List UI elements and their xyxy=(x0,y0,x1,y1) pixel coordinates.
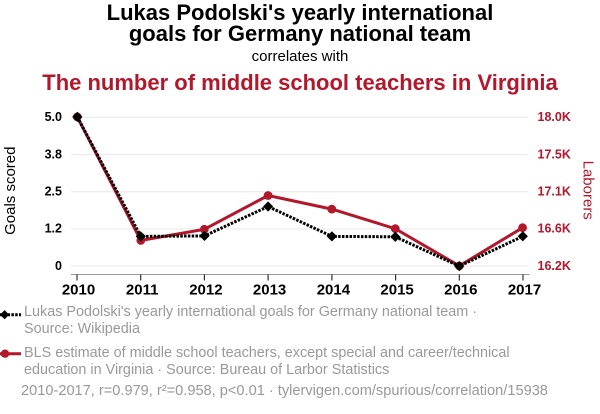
svg-text:2015: 2015 xyxy=(380,282,413,299)
svg-text:1.2: 1.2 xyxy=(45,222,62,236)
svg-text:2011: 2011 xyxy=(126,282,159,299)
svg-text:2016: 2016 xyxy=(444,282,477,299)
svg-text:2014: 2014 xyxy=(317,282,351,299)
svg-text:3.8: 3.8 xyxy=(45,147,62,161)
svg-text:Goals scored: Goals scored xyxy=(2,147,19,235)
svg-text:5.0: 5.0 xyxy=(45,110,62,124)
svg-text:2017: 2017 xyxy=(508,282,541,299)
svg-text:17.5K: 17.5K xyxy=(538,147,571,161)
svg-text:16.2K: 16.2K xyxy=(538,259,571,273)
svg-text:2.5: 2.5 xyxy=(45,185,62,199)
svg-text:0: 0 xyxy=(55,259,62,273)
svg-text:17.1K: 17.1K xyxy=(538,185,571,199)
svg-text:2012: 2012 xyxy=(189,282,222,299)
svg-text:18.0K: 18.0K xyxy=(538,110,571,124)
svg-text:16.6K: 16.6K xyxy=(538,222,571,236)
svg-text:2013: 2013 xyxy=(253,282,286,299)
svg-text:Laborers: Laborers xyxy=(580,161,597,220)
svg-text:2010: 2010 xyxy=(62,282,95,299)
